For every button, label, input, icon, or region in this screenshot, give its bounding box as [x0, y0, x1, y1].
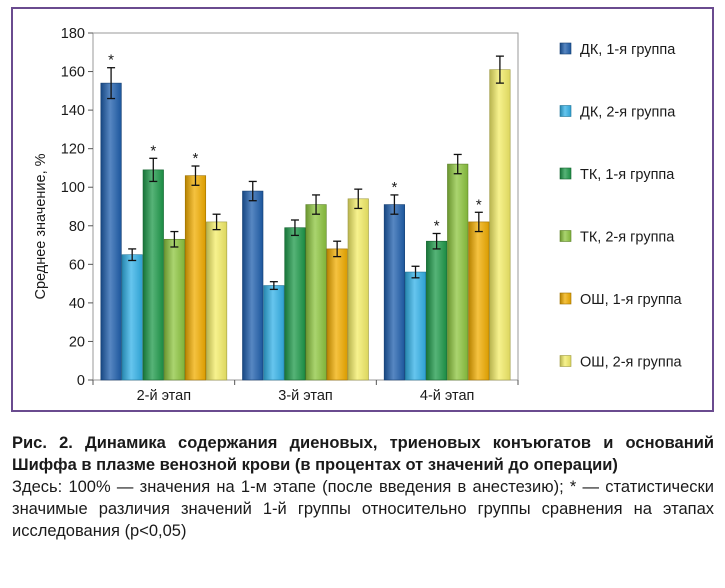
bar	[305, 204, 327, 381]
caption-title: Рис. 2. Динамика содержания диеновых, тр…	[12, 434, 714, 474]
bar-chart: 0 20 40 60 80 100 120 140 160 180 2-й этап 3-й эта…	[33, 26, 683, 404]
significance-asterisk: *	[391, 179, 397, 196]
y-tick-label: 20	[69, 334, 85, 350]
bar	[121, 254, 143, 381]
bar	[468, 221, 490, 381]
legend-swatch	[559, 167, 572, 180]
y-tick-label: 40	[69, 296, 85, 312]
legend-swatch	[559, 355, 572, 367]
significance-asterisk: *	[476, 196, 482, 213]
y-tick-label: 0	[77, 373, 85, 389]
y-axis: 0 20 40 60 80 100 120 140 160 180	[61, 26, 93, 389]
bar-series-group: * * * * * *	[100, 52, 511, 381]
legend-label: ДК, 2-я группа	[580, 105, 676, 121]
significance-asterisk: *	[193, 150, 199, 167]
x-axis: 2-й этап 3-й этап 4-й этап	[92, 380, 519, 404]
bar	[426, 240, 448, 381]
y-tick-label: 140	[61, 103, 85, 119]
legend-label: ТК, 1-я группа	[580, 167, 675, 183]
bar	[489, 69, 511, 381]
caption-note: Здесь: 100% — значения на 1-м этапе (пос…	[12, 478, 714, 540]
bar	[447, 163, 469, 381]
y-tick-label: 60	[69, 257, 85, 273]
bar	[163, 238, 185, 381]
bar	[326, 248, 348, 381]
bar	[100, 82, 122, 381]
significance-asterisk: *	[108, 52, 114, 69]
y-tick-label: 180	[61, 26, 85, 42]
bar	[383, 204, 405, 381]
legend-label: ТК, 2-я группа	[580, 230, 675, 246]
bar	[404, 271, 427, 381]
bar	[206, 221, 228, 381]
legend-swatch	[559, 105, 572, 117]
y-tick-label: 160	[61, 65, 85, 81]
y-tick-label: 120	[61, 142, 85, 158]
significance-asterisk: *	[150, 142, 156, 159]
figure-caption: Рис. 2. Динамика содержания диеновых, тр…	[12, 432, 714, 542]
bar	[142, 169, 164, 381]
x-tick-label: 2-й этап	[137, 388, 192, 404]
bar	[184, 175, 207, 381]
legend-label: ДК, 1-я группа	[580, 42, 676, 58]
legend-label: ОШ, 1-я группа	[580, 292, 683, 308]
legend-swatch	[559, 230, 572, 242]
legend: ДК, 1-я группа ДК, 2-я группа ТК, 1-я груп…	[559, 42, 683, 371]
x-tick-label: 4-й этап	[420, 388, 475, 404]
bar	[347, 198, 369, 381]
legend-swatch	[559, 42, 572, 55]
bar	[242, 190, 264, 381]
x-tick-label: 3-й этап	[278, 388, 333, 404]
significance-asterisk: *	[434, 217, 440, 234]
y-axis-title: Среднее значение, %	[33, 153, 49, 299]
bar	[284, 227, 306, 381]
y-tick-label: 80	[69, 219, 85, 235]
y-tick-label: 100	[61, 180, 85, 196]
bar	[263, 285, 285, 381]
legend-swatch	[559, 292, 572, 305]
legend-label: ОШ, 2-я группа	[580, 355, 683, 371]
chart-frame: 0 20 40 60 80 100 120 140 160 180 2-й этап 3-й эта…	[11, 7, 714, 412]
